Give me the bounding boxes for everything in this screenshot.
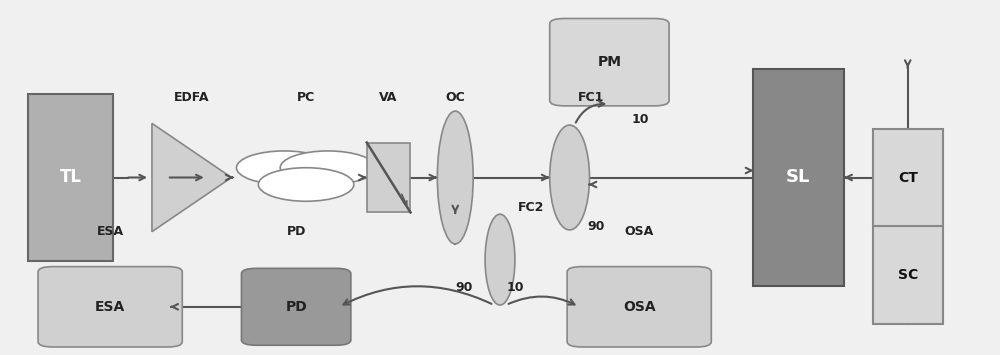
Text: VA: VA [379,91,398,104]
Bar [873,226,943,324]
Text: FC1: FC1 [578,91,604,104]
Text: OC: OC [445,91,465,104]
Text: 10: 10 [507,281,524,294]
Circle shape [280,151,376,185]
Text: FC2: FC2 [518,201,544,214]
Text: ESA: ESA [97,225,124,238]
Text: SC: SC [898,268,918,282]
FancyBboxPatch shape [38,267,182,347]
Ellipse shape [437,111,473,244]
Bar [753,69,844,286]
Text: 10: 10 [631,113,649,126]
Bar [28,94,113,261]
Circle shape [258,168,354,201]
Text: OSA: OSA [625,225,654,238]
Text: ESA: ESA [95,300,125,314]
Text: 90: 90 [588,220,605,233]
Text: PD: PD [286,225,306,238]
Text: OSA: OSA [623,300,656,314]
FancyBboxPatch shape [567,267,711,347]
Ellipse shape [550,125,590,230]
Text: 90: 90 [456,281,473,294]
Text: PC: PC [297,91,315,104]
Text: CT: CT [898,170,918,185]
Bar [873,129,943,226]
Text: PD: PD [285,300,307,314]
Bar [367,143,410,212]
Text: SL: SL [786,169,811,186]
Text: TL: TL [59,169,81,186]
Text: PM: PM [597,55,621,69]
Polygon shape [152,123,232,232]
FancyBboxPatch shape [550,18,669,106]
Ellipse shape [485,214,515,305]
Circle shape [236,151,332,185]
FancyBboxPatch shape [241,268,351,345]
Text: EDFA: EDFA [174,91,209,104]
